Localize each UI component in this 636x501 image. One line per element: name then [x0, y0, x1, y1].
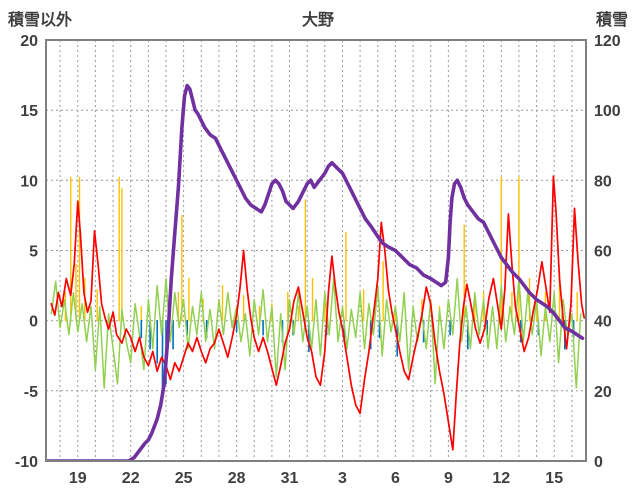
svg-text:31: 31 [281, 470, 299, 487]
svg-text:0: 0 [594, 454, 603, 471]
svg-text:20: 20 [20, 33, 38, 50]
svg-text:-5: -5 [24, 384, 38, 401]
series-green-series [50, 277, 582, 389]
svg-text:5: 5 [29, 244, 38, 261]
svg-text:19: 19 [69, 470, 87, 487]
svg-text:28: 28 [228, 470, 246, 487]
x-axis-ticks: 19 22 25 28 31 3 6 9 12 15 [69, 470, 563, 487]
chart-title: 大野 [301, 12, 334, 29]
svg-text:60: 60 [594, 244, 612, 261]
svg-text:0: 0 [29, 314, 38, 331]
right-axis-ticks: 120 100 80 60 40 20 0 [594, 33, 621, 471]
svg-text:-10: -10 [15, 454, 38, 471]
grid-layer [46, 40, 586, 461]
series-layer [46, 83, 586, 461]
series-snow-depth [46, 83, 585, 461]
svg-text:3: 3 [338, 470, 347, 487]
svg-text:80: 80 [594, 173, 612, 190]
svg-text:120: 120 [594, 33, 621, 50]
series-blue-spikes [140, 319, 575, 392]
svg-text:40: 40 [594, 314, 612, 331]
svg-text:15: 15 [545, 470, 563, 487]
svg-text:20: 20 [594, 384, 612, 401]
svg-text:22: 22 [122, 470, 140, 487]
svg-text:6: 6 [391, 470, 400, 487]
series-red-series [50, 175, 586, 451]
svg-text:10: 10 [20, 173, 38, 190]
left-axis-ticks: 20 15 10 5 0 -5 -10 [15, 33, 38, 471]
svg-text:25: 25 [175, 470, 193, 487]
svg-text:9: 9 [444, 470, 453, 487]
svg-text:100: 100 [594, 103, 621, 120]
right-axis-title: 積雪 [595, 12, 628, 29]
left-axis-title: 積雪以外 [8, 12, 73, 29]
plot-border [45, 39, 587, 462]
svg-text:12: 12 [492, 470, 510, 487]
svg-text:15: 15 [20, 103, 38, 120]
